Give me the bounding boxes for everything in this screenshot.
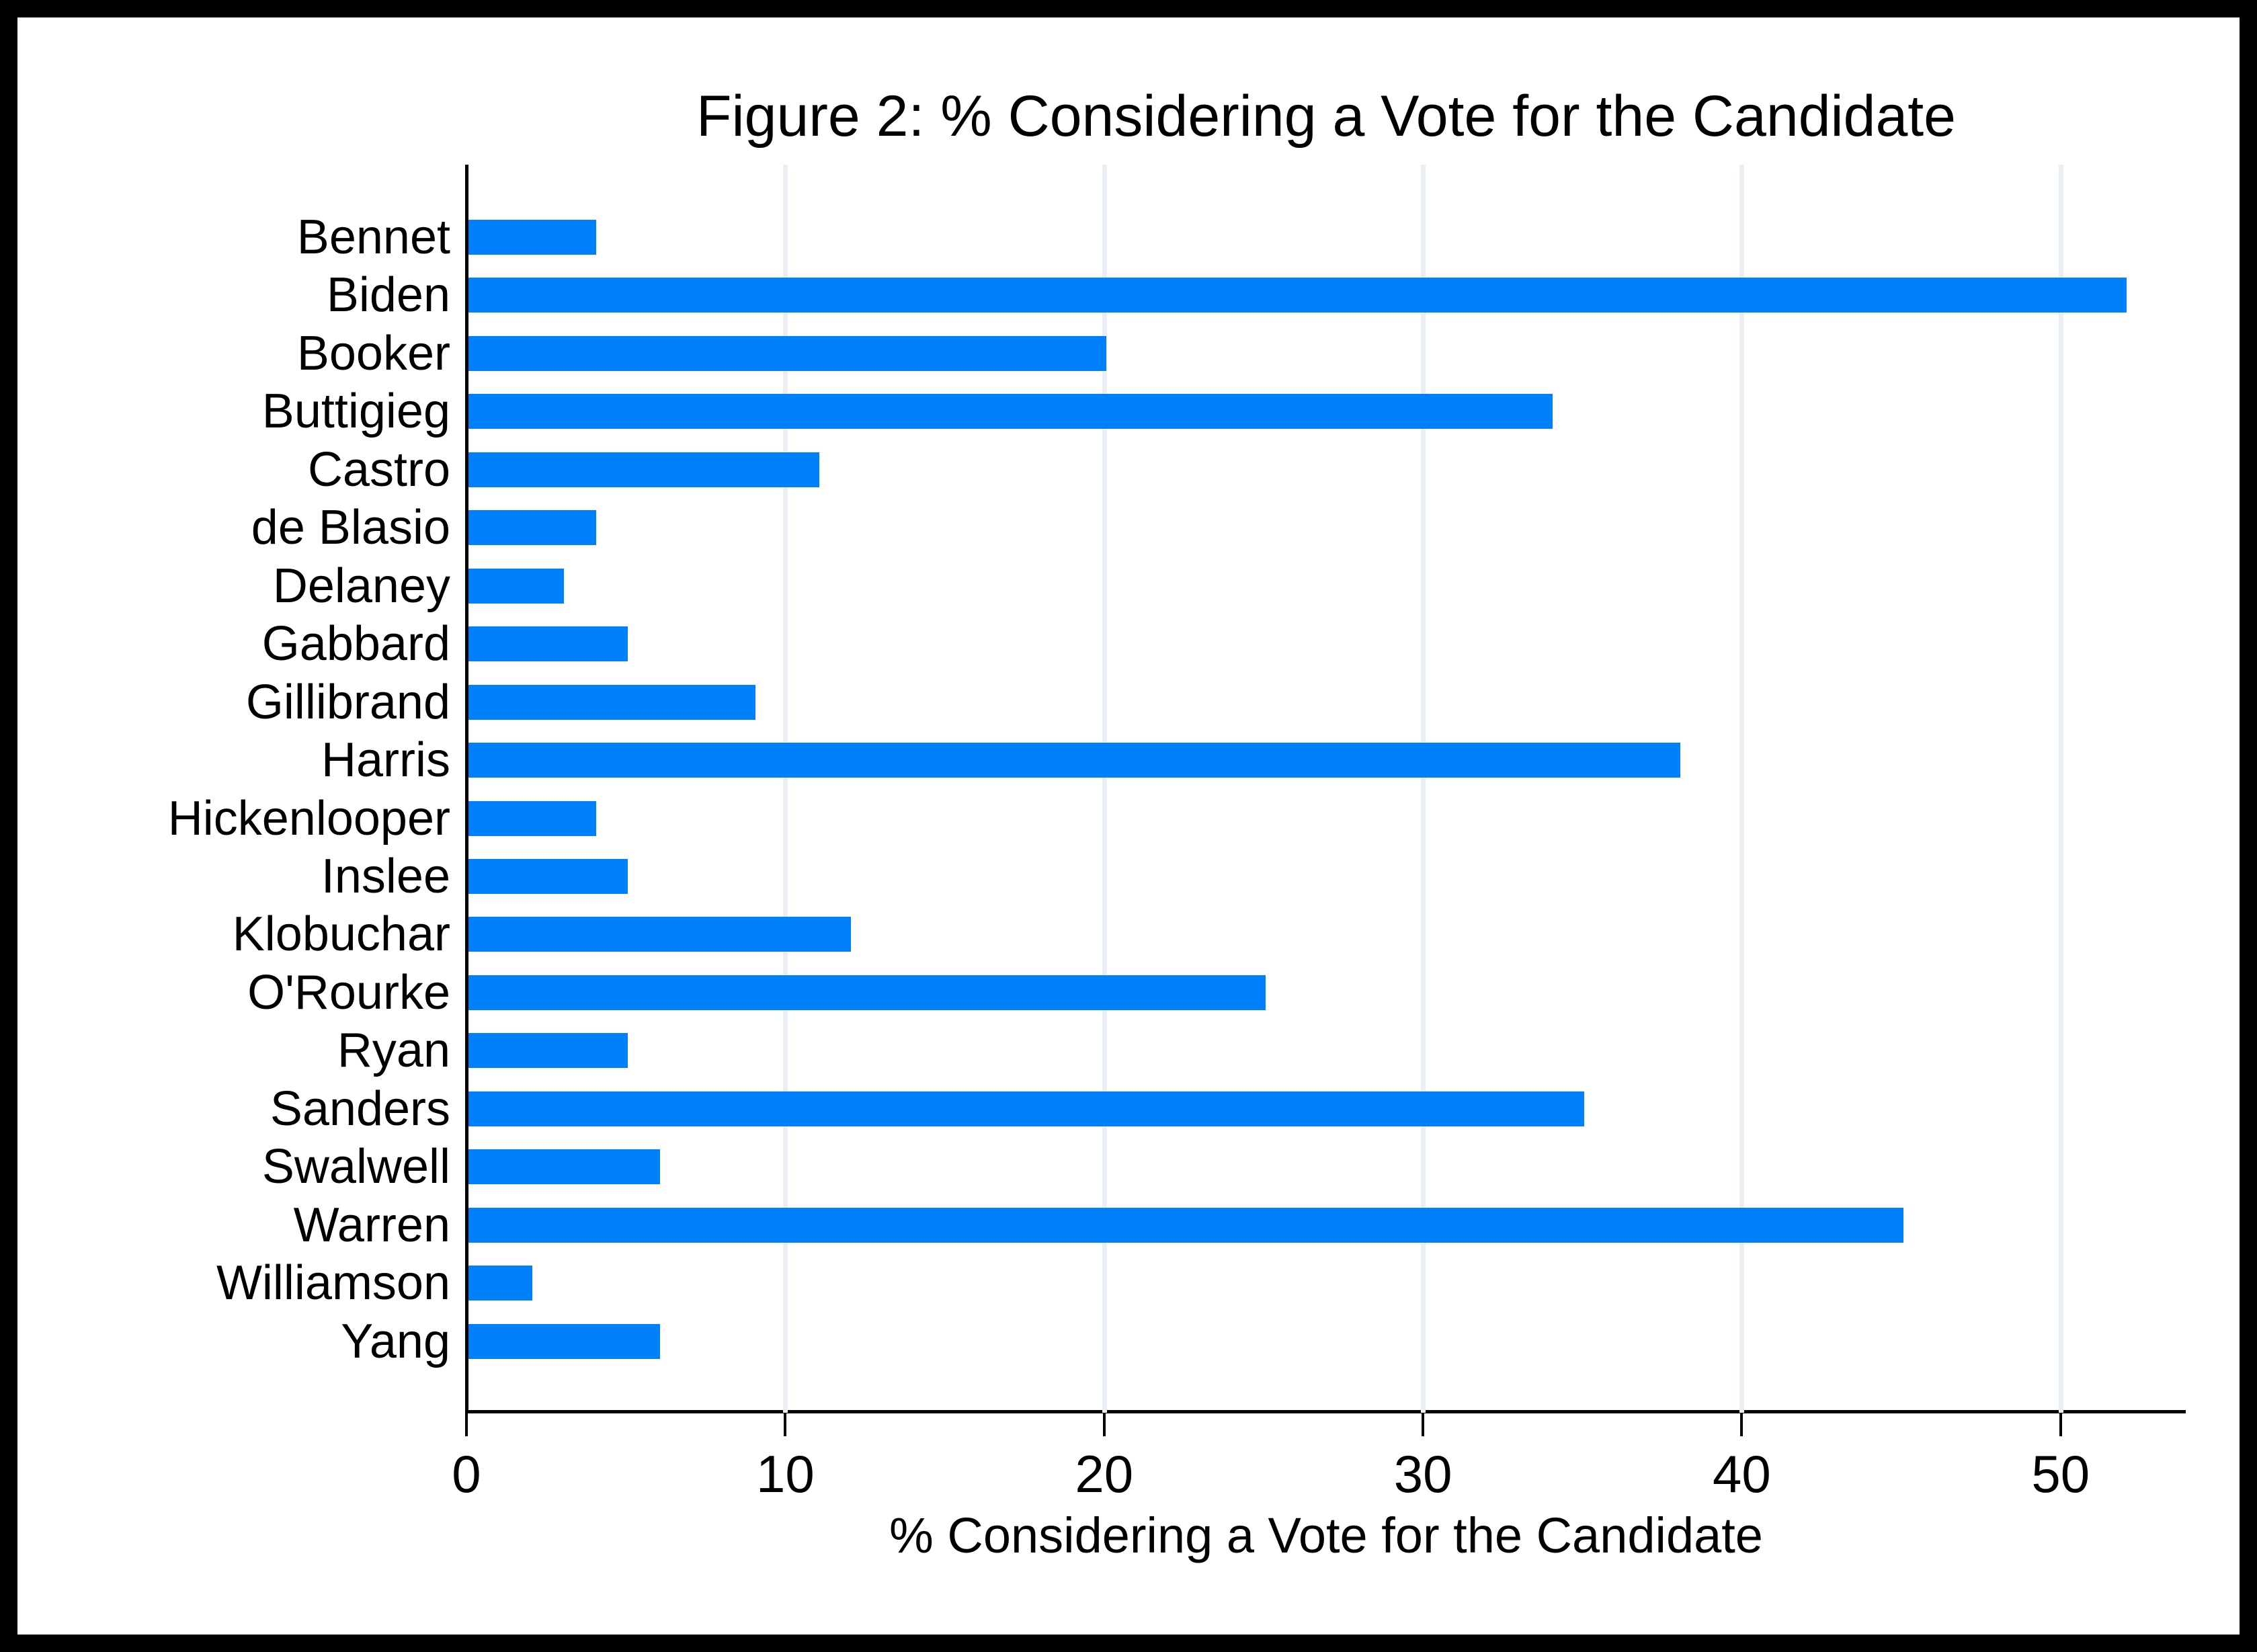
category-label-biden: Biden <box>326 268 450 323</box>
category-label-booker: Booker <box>296 326 450 380</box>
bar-sanders <box>468 1091 1584 1126</box>
bar-gillibrand <box>468 684 755 720</box>
bar-biden <box>468 278 2127 313</box>
category-label-sanders: Sanders <box>270 1081 450 1136</box>
x-tick-label-50: 50 <box>2031 1444 2090 1503</box>
category-label-inslee: Inslee <box>321 849 450 903</box>
bar-booker <box>468 335 1106 371</box>
bar-klobuchar <box>468 917 851 952</box>
bar-ryan <box>468 1033 628 1069</box>
bar-delaney <box>468 568 564 604</box>
category-label-buttigieg: Buttigieg <box>261 384 450 439</box>
x-tick-0 <box>465 1413 468 1436</box>
bar-inslee <box>468 858 628 894</box>
category-label-ryan: Ryan <box>337 1024 450 1078</box>
category-label-bennet: Bennet <box>296 210 450 264</box>
bar-yang <box>468 1323 660 1359</box>
bar-de-blasio <box>468 510 596 546</box>
gridline-x-20 <box>1102 165 1107 1413</box>
bar-warren <box>468 1207 1903 1243</box>
x-tick-label-20: 20 <box>1075 1444 1134 1503</box>
x-tick-10 <box>784 1413 787 1436</box>
bar-buttigieg <box>468 394 1553 429</box>
category-label-delaney: Delaney <box>272 559 450 613</box>
category-label-warren: Warren <box>293 1198 450 1252</box>
category-label-swalwell: Swalwell <box>261 1140 450 1194</box>
x-tick-label-0: 0 <box>452 1444 481 1503</box>
x-tick-30 <box>1422 1413 1425 1436</box>
gridline-x-10 <box>783 165 788 1413</box>
gridline-x-50 <box>2058 165 2063 1413</box>
category-label-castro: Castro <box>307 442 450 497</box>
category-label-hickenlooper: Hickenlooper <box>167 791 450 845</box>
gridline-x-30 <box>1421 165 1426 1413</box>
category-label-o-rourke: O'Rourke <box>247 965 450 1020</box>
x-axis-title: % Considering a Vote for the Candidate <box>889 1508 1763 1563</box>
bar-swalwell <box>468 1149 660 1185</box>
bar-gabbard <box>468 626 628 662</box>
category-label-gillibrand: Gillibrand <box>245 675 450 729</box>
bar-bennet <box>468 220 596 255</box>
gridline-x-40 <box>1739 165 1745 1413</box>
x-tick-label-40: 40 <box>1713 1444 1771 1503</box>
category-label-williamson: Williamson <box>216 1256 450 1311</box>
category-label-klobuchar: Klobuchar <box>232 907 450 962</box>
bar-o-rourke <box>468 975 1266 1010</box>
x-tick-50 <box>2059 1413 2062 1436</box>
category-label-gabbard: Gabbard <box>261 617 450 671</box>
x-tick-20 <box>1102 1413 1106 1436</box>
bar-williamson <box>468 1266 532 1301</box>
x-tick-40 <box>1740 1413 1743 1436</box>
bar-hickenlooper <box>468 800 596 836</box>
category-label-de-blasio: de Blasio <box>251 501 450 555</box>
category-label-harris: Harris <box>321 733 450 788</box>
bar-castro <box>468 452 819 487</box>
category-label-yang: Yang <box>341 1314 450 1368</box>
bar-harris <box>468 743 1680 778</box>
y-axis-line <box>465 165 468 1413</box>
x-tick-label-30: 30 <box>1393 1444 1452 1503</box>
chart-title: Figure 2: % Considering a Vote for the C… <box>696 84 1957 149</box>
x-axis-line <box>465 1410 2186 1413</box>
x-tick-label-10: 10 <box>755 1444 815 1503</box>
